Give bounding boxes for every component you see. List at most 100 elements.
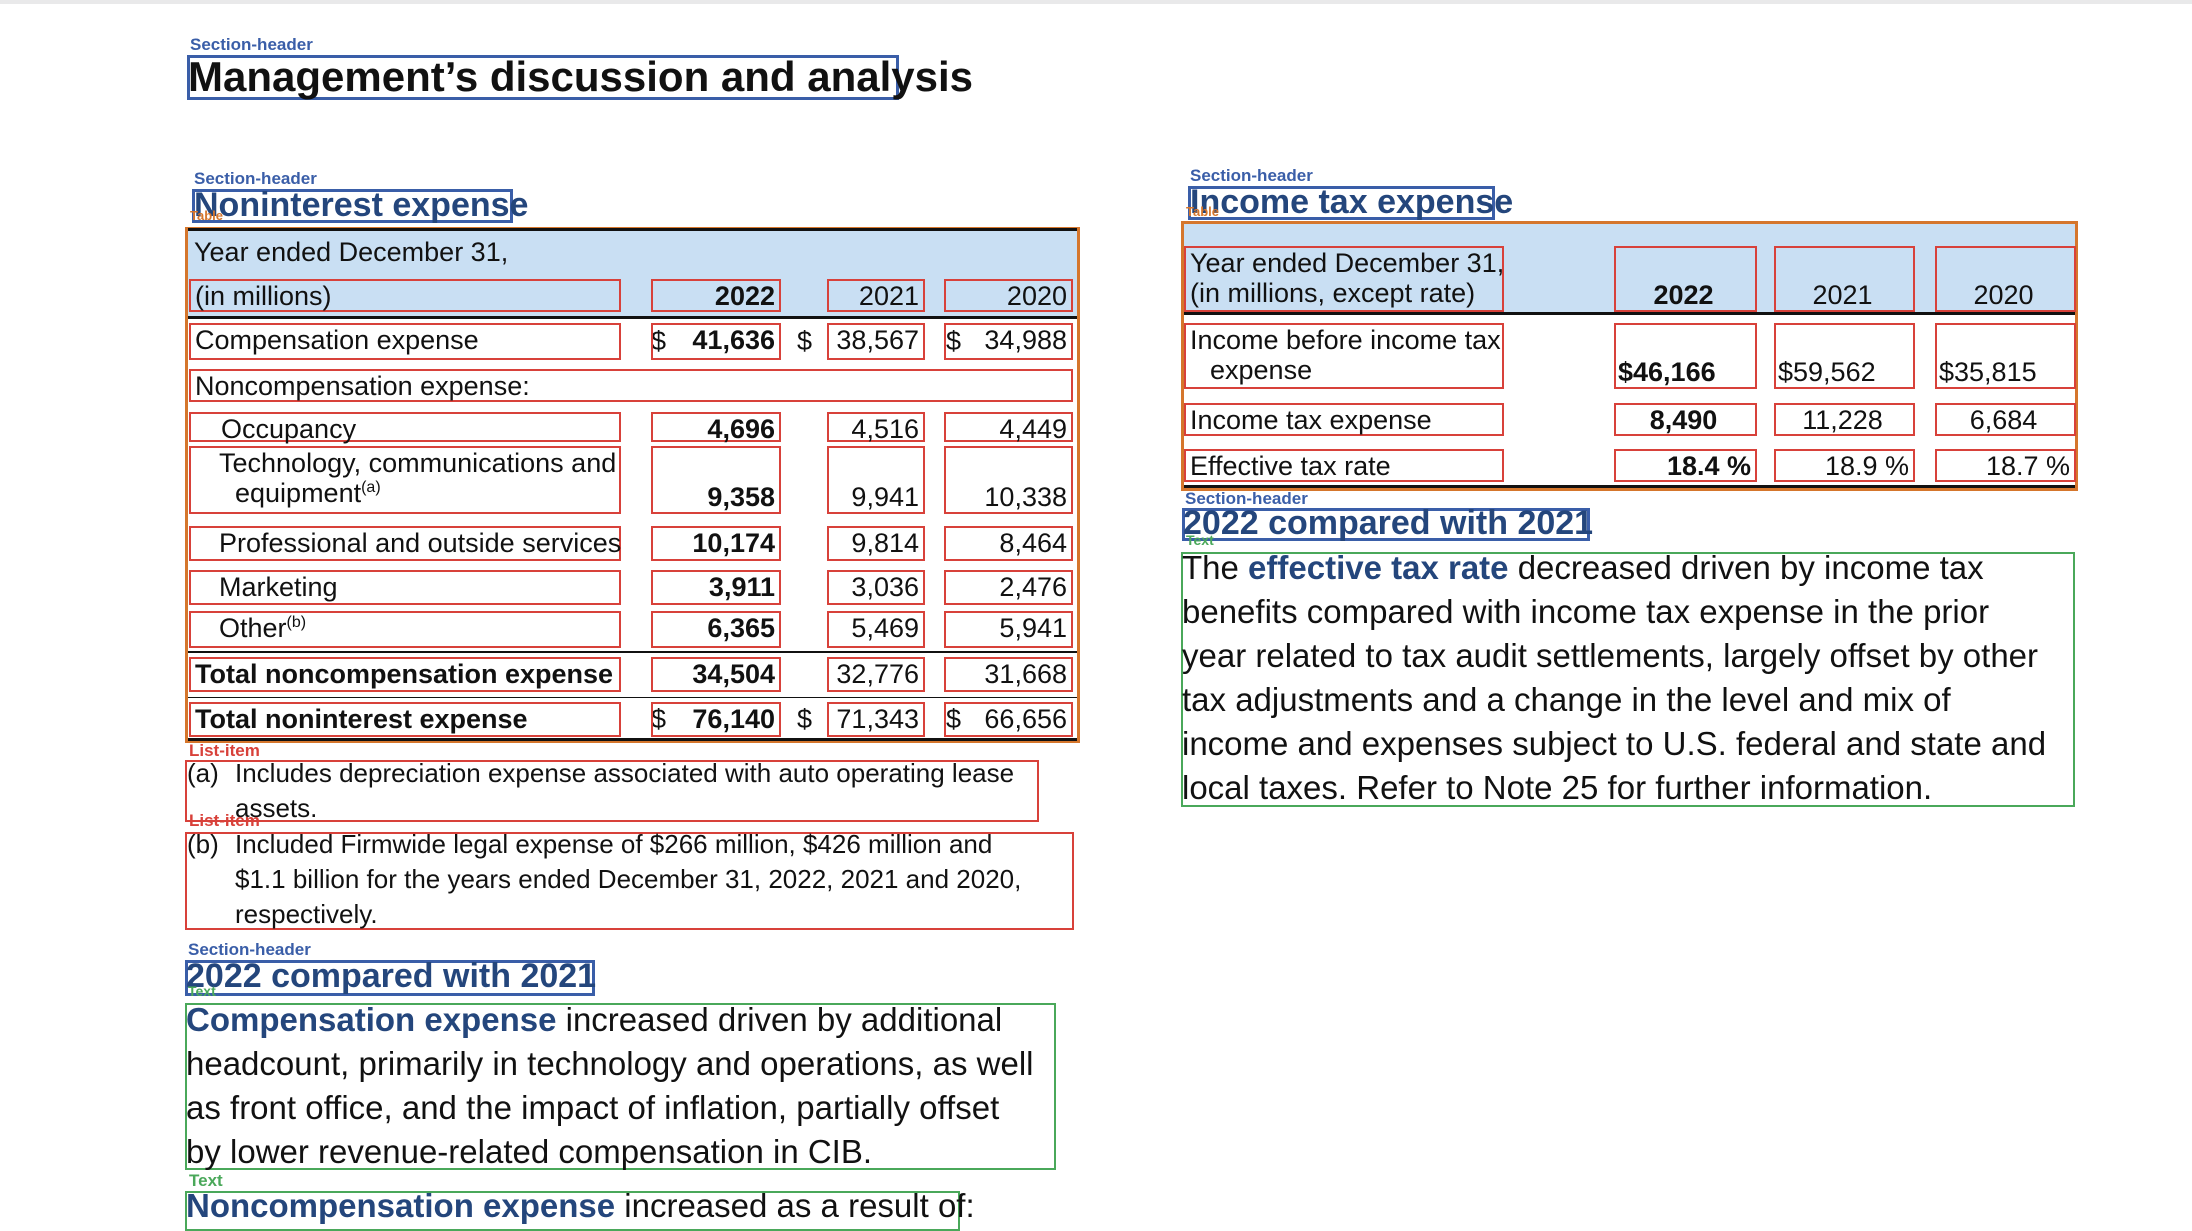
nonint-header-band <box>188 229 1077 317</box>
dollar-sign: $ <box>797 704 813 734</box>
dollar-sign: $ <box>797 326 813 356</box>
right-compare-para-box <box>1181 552 2075 807</box>
footnote-b: (b) Included Firmwide legal expense of $2… <box>187 827 1077 932</box>
footnote-a-line1: Includes depreciation expense associated… <box>235 758 1015 788</box>
right-line5: income and expenses subject to U.S. fede… <box>1182 725 2047 762</box>
nonint-tech-line2-wrap: equipment(a) <box>219 478 619 508</box>
page-title-box <box>187 55 899 100</box>
footnote-b-box <box>185 832 1074 930</box>
nonint-year-2022: 2022 <box>651 279 781 312</box>
right-compare-title: 2022 compared with 2021 <box>1183 504 1594 542</box>
tax-pretax-label: Income before income tax expense <box>1184 323 1504 389</box>
dollar-sign: $ <box>946 704 962 734</box>
tax-title-box <box>1188 186 1495 220</box>
right-line4: tax adjustments and a change in the leve… <box>1182 681 1951 718</box>
tax-rate-label: Effective tax rate <box>1184 449 1504 482</box>
footnote-b-marker: (b) <box>187 829 219 859</box>
tax-table <box>1181 221 2078 491</box>
nonint-comp-2021: 38,567 <box>827 323 925 360</box>
right-line1-rest: decreased driven by income tax <box>1508 549 1984 586</box>
rule <box>1184 485 2075 488</box>
left-compare-para: Compensation expense increased driven by… <box>186 998 1066 1174</box>
right-compare-title-box <box>1182 508 1590 541</box>
footnote-a-line2: assets. <box>235 793 318 823</box>
nonint-prof-2022: 10,174 <box>651 526 781 561</box>
tax-rate-2021: 18.9 % <box>1774 449 1915 482</box>
list-item-tag: List-item <box>189 741 260 760</box>
section-header-tag: Section-header <box>188 940 311 959</box>
table-tag: Table <box>190 208 223 223</box>
table-tag: Table <box>1186 204 1219 219</box>
right-line2: benefits compared with income tax expens… <box>1182 593 1990 630</box>
nonint-occupancy-label: Occupancy <box>189 412 621 444</box>
page-title: Management’s discussion and analysis <box>188 53 974 100</box>
nonint-comp-2020: 34,988 <box>944 323 1073 360</box>
nonint-other-label: Other(b) <box>189 611 621 648</box>
tax-rate-2022: 18.4 % <box>1614 449 1757 482</box>
rule <box>188 651 1077 653</box>
nonint-tech-2021: 9,941 <box>827 446 925 514</box>
dollar-sign: $ <box>946 326 962 356</box>
nonint-total-noncomp-label: Total noncompensation expense <box>189 657 621 692</box>
footnote-ref-b: (b) <box>286 614 307 631</box>
rule <box>188 697 1077 698</box>
list-item-tag: List-item <box>189 811 260 830</box>
footnote-b-line2: $1.1 billion for the years ended Decembe… <box>235 864 1022 894</box>
compensation-keyword: Compensation expense <box>186 1001 557 1038</box>
nonint-occupancy-2021: 4,516 <box>827 412 925 444</box>
tax-header-line1: Year ended December 31, <box>1190 248 1505 278</box>
rule <box>188 228 1077 231</box>
nonint-header-line1: Year ended December 31, <box>194 237 509 267</box>
section-header-tag: Section-header <box>194 169 317 188</box>
tax-pretax-2021: $59,562 <box>1774 323 1915 389</box>
nonint-tech-label: Technology, communications and equipment… <box>189 446 621 514</box>
footnote-b-line3: respectively. <box>235 899 378 929</box>
noncompensation-keyword: Noncompensation expense <box>186 1187 616 1224</box>
nonint-comp-label: Compensation expense <box>189 323 621 360</box>
footnote-a-box <box>185 760 1039 822</box>
nonint-marketing-2021: 3,036 <box>827 570 925 605</box>
nonint-total-2021: 71,343 <box>827 702 925 737</box>
tax-header-band <box>1184 224 2075 314</box>
nonint-tech-line1: Technology, communications and <box>219 448 617 478</box>
tax-title: Income tax expense <box>1190 183 1514 221</box>
text-tag: Text <box>188 983 216 999</box>
left-para-line1: increased driven by additional <box>556 1001 1003 1038</box>
tax-year-2021: 2021 <box>1774 246 1915 312</box>
left-compare-title: 2022 compared with 2021 <box>186 957 597 995</box>
nonint-marketing-2020: 2,476 <box>944 570 1073 605</box>
dollar-sign: $ <box>651 326 667 356</box>
section-header-tag: Section-header <box>190 35 313 54</box>
tax-year-2022: 2022 <box>1614 246 1757 312</box>
nonint-other-text: Other <box>219 613 287 643</box>
nonint-tech-2022: 9,358 <box>651 446 781 514</box>
rule <box>188 316 1077 319</box>
nonint-title: Noninterest expense <box>194 186 529 224</box>
nonint-prof-2021: 9,814 <box>827 526 925 561</box>
nonint-total-noncomp-2022: 34,504 <box>651 657 781 692</box>
tax-header: Year ended December 31, (in millions, ex… <box>1184 246 1504 312</box>
right-compare-para: The effective tax rate decreased driven … <box>1182 546 2077 810</box>
section-header-tag: Section-header <box>1185 489 1308 508</box>
nonint-total-noncomp-2020: 31,668 <box>944 657 1073 692</box>
footnote-b-line1: Included Firmwide legal expense of $266 … <box>235 829 993 859</box>
nonint-tech-2020: 10,338 <box>944 446 1073 514</box>
nonint-other-2020: 5,941 <box>944 611 1073 648</box>
nonint-tech-line2: equipment <box>235 478 362 508</box>
tax-tax-2021: 11,228 <box>1774 403 1915 436</box>
left-para-line3: as front office, and the impact of infla… <box>186 1089 1000 1126</box>
tax-tax-2020: 6,684 <box>1935 403 2076 436</box>
tax-header-line2: (in millions, except rate) <box>1190 278 1476 308</box>
rule <box>188 738 1077 741</box>
nonint-total-2022: 76,140 <box>651 702 781 737</box>
footnote-ref-a: (a) <box>361 479 381 496</box>
nonint-marketing-2022: 3,911 <box>651 570 781 605</box>
tax-tax-label: Income tax expense <box>1184 403 1504 436</box>
left-compare-title-box <box>185 960 595 996</box>
tax-pretax-line1: Income before income tax <box>1190 325 1501 355</box>
top-strip <box>0 0 2192 4</box>
nonint-total-label: Total noninterest expense <box>189 702 621 737</box>
nonint-year-2020: 2020 <box>944 279 1073 312</box>
text-tag: Text <box>1186 532 1214 548</box>
nonint-prof-label: Professional and outside services <box>189 526 621 561</box>
